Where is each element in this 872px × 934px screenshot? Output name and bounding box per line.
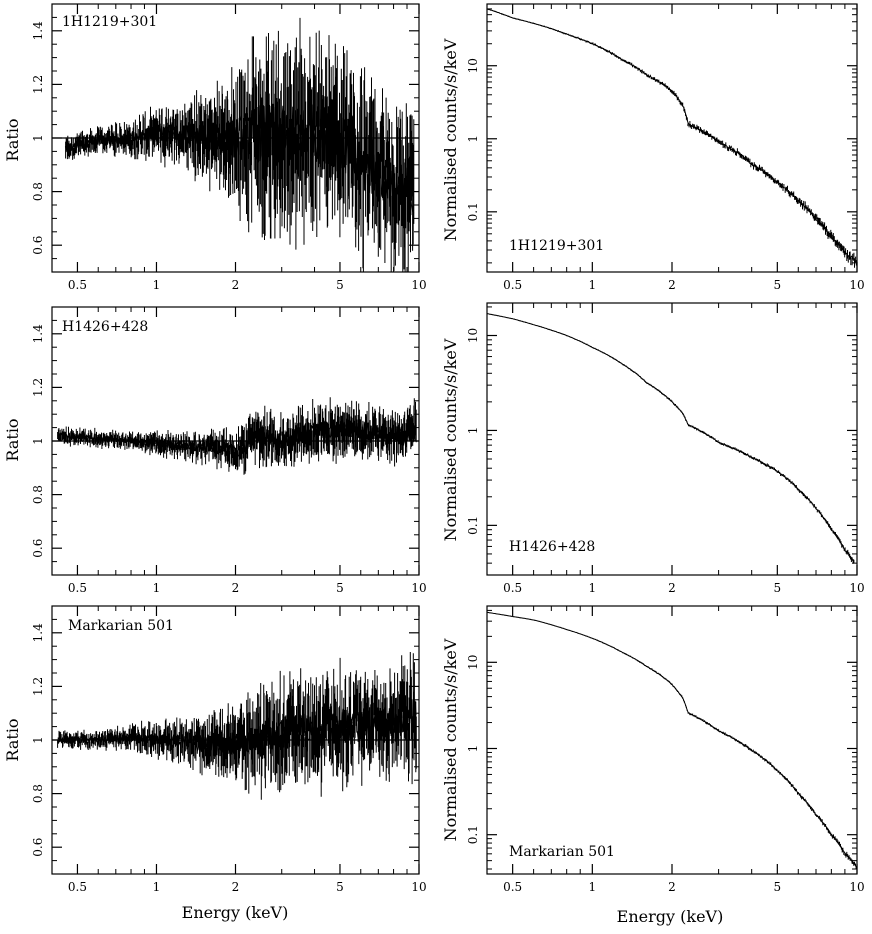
y-tick-label: 0.1 xyxy=(466,825,480,844)
x-tick-label: 2 xyxy=(232,880,240,894)
source-label: 1H1219+301 xyxy=(509,238,604,254)
data-trace xyxy=(487,611,857,870)
y-tick-label: 0.8 xyxy=(31,182,45,201)
panel-spec-mrk501: 0.5 1 2 5 10 0.1 1 10 Markarian 501 Normalised co… xyxy=(441,605,865,926)
y-tick-label: 0.6 xyxy=(31,838,45,857)
panel-ratio-1h1219: 0.5 1 2 5 10 0.6 0.8 1 1.2 1.4 1H1219+301 Ratio xyxy=(3,3,427,292)
x-tick-label: 5 xyxy=(774,581,782,595)
y-tick-label: 1 xyxy=(466,135,480,143)
plot-frame xyxy=(486,3,858,273)
y-tick-label: 0.1 xyxy=(466,516,480,535)
y-tick-label: 1.4 xyxy=(31,324,45,343)
x-tick-label: 2 xyxy=(668,880,676,894)
y-tick-label: 10 xyxy=(466,58,480,73)
x-tick-label: 0.5 xyxy=(68,880,87,894)
x-tick-label: 10 xyxy=(849,880,864,894)
data-line xyxy=(487,313,855,563)
x-tick-label: 0.5 xyxy=(503,880,522,894)
error-bars xyxy=(487,612,857,870)
x-tick-label: 1 xyxy=(589,880,597,894)
x-tick-label: 0.5 xyxy=(503,581,522,595)
y-axis-title: Normalised counts/s/keV xyxy=(441,338,460,541)
y-axis-title: Normalised counts/s/keV xyxy=(441,38,460,241)
x-tick-label: 1 xyxy=(589,278,597,292)
x-tick-label: 10 xyxy=(411,880,426,894)
panel-spec-1h1219: 0.5 1 2 5 10 0.1 1 10 1H1219+301 Normalised count… xyxy=(441,3,865,292)
y-tick-label: 0.6 xyxy=(31,539,45,558)
plot-frame xyxy=(486,605,858,875)
source-label: H1426+428 xyxy=(509,539,595,555)
data-line xyxy=(57,419,417,459)
x-tick-label: 10 xyxy=(849,278,864,292)
x-axis-title: Energy (keV) xyxy=(182,903,289,922)
y-axis-title: Ratio xyxy=(3,418,22,461)
x-tick-label: 1 xyxy=(589,581,597,595)
x-tick-label: 1 xyxy=(153,581,161,595)
y-tick-label: 1.2 xyxy=(31,75,45,94)
data-line xyxy=(487,611,857,867)
y-tick-label: 0.1 xyxy=(466,202,480,221)
x-tick-label: 10 xyxy=(411,581,426,595)
y-axis-title: Ratio xyxy=(3,718,22,761)
source-label: H1426+428 xyxy=(62,319,148,335)
y-tick-label: 1 xyxy=(466,427,480,435)
data-trace xyxy=(64,17,415,272)
x-tick-label: 10 xyxy=(411,278,426,292)
x-tick-label: 5 xyxy=(336,278,344,292)
y-tick-label: 10 xyxy=(466,328,480,343)
error-bars xyxy=(487,313,855,564)
y-tick-label: 0.6 xyxy=(31,236,45,255)
source-label: Markarian 501 xyxy=(68,618,174,634)
x-axis-title: Energy (keV) xyxy=(617,907,724,926)
y-tick-label: 1.4 xyxy=(31,21,45,40)
x-tick-label: 0.5 xyxy=(68,278,87,292)
x-tick-label: 2 xyxy=(232,581,240,595)
y-tick-label: 1.2 xyxy=(31,677,45,696)
y-tick-label: 1.2 xyxy=(31,378,45,397)
x-tick-label: 2 xyxy=(232,278,240,292)
data-trace xyxy=(487,8,857,268)
y-tick-label: 1 xyxy=(31,134,45,142)
data-line xyxy=(64,104,415,221)
x-tick-label: 0.5 xyxy=(503,278,522,292)
x-tick-label: 0.5 xyxy=(68,581,87,595)
y-tick-label: 0.8 xyxy=(31,485,45,504)
source-label: Markarian 501 xyxy=(509,844,615,860)
x-tick-label: 5 xyxy=(774,880,782,894)
x-tick-label: 2 xyxy=(668,581,676,595)
x-tick-label: 1 xyxy=(153,278,161,292)
panel-spec-h1426: 0.5 1 2 5 10 0.1 1 10 H1426+428 Normalised counts… xyxy=(441,302,865,595)
x-tick-label: 10 xyxy=(849,581,864,595)
data-line xyxy=(57,699,417,759)
panel-ratio-h1426: 0.5 1 2 5 10 0.6 0.8 1 1.2 1.4 H1426+428 Ratio xyxy=(3,306,427,595)
y-tick-label: 0.8 xyxy=(31,784,45,803)
x-tick-label: 2 xyxy=(668,278,676,292)
x-tick-label: 5 xyxy=(336,581,344,595)
source-label: 1H1219+301 xyxy=(62,14,157,30)
y-tick-label: 1 xyxy=(31,437,45,445)
data-trace xyxy=(57,652,417,800)
y-tick-label: 1 xyxy=(466,745,480,753)
y-axis-title: Normalised counts/s/keV xyxy=(441,638,460,841)
y-tick-label: 10 xyxy=(466,655,480,670)
plot-frame xyxy=(486,302,858,576)
y-tick-label: 1.4 xyxy=(31,623,45,642)
data-line xyxy=(487,8,857,264)
x-tick-label: 5 xyxy=(774,278,782,292)
data-trace xyxy=(57,397,417,475)
x-tick-label: 5 xyxy=(336,880,344,894)
panel-ratio-mrk501: 0.5 1 2 5 10 0.6 0.8 1 1.2 1.4 Markarian 501 Ratio E… xyxy=(3,605,427,922)
y-tick-label: 1 xyxy=(31,736,45,744)
error-bars xyxy=(487,8,857,268)
y-axis-title: Ratio xyxy=(3,118,22,161)
data-trace xyxy=(487,313,855,564)
x-tick-label: 1 xyxy=(153,880,161,894)
